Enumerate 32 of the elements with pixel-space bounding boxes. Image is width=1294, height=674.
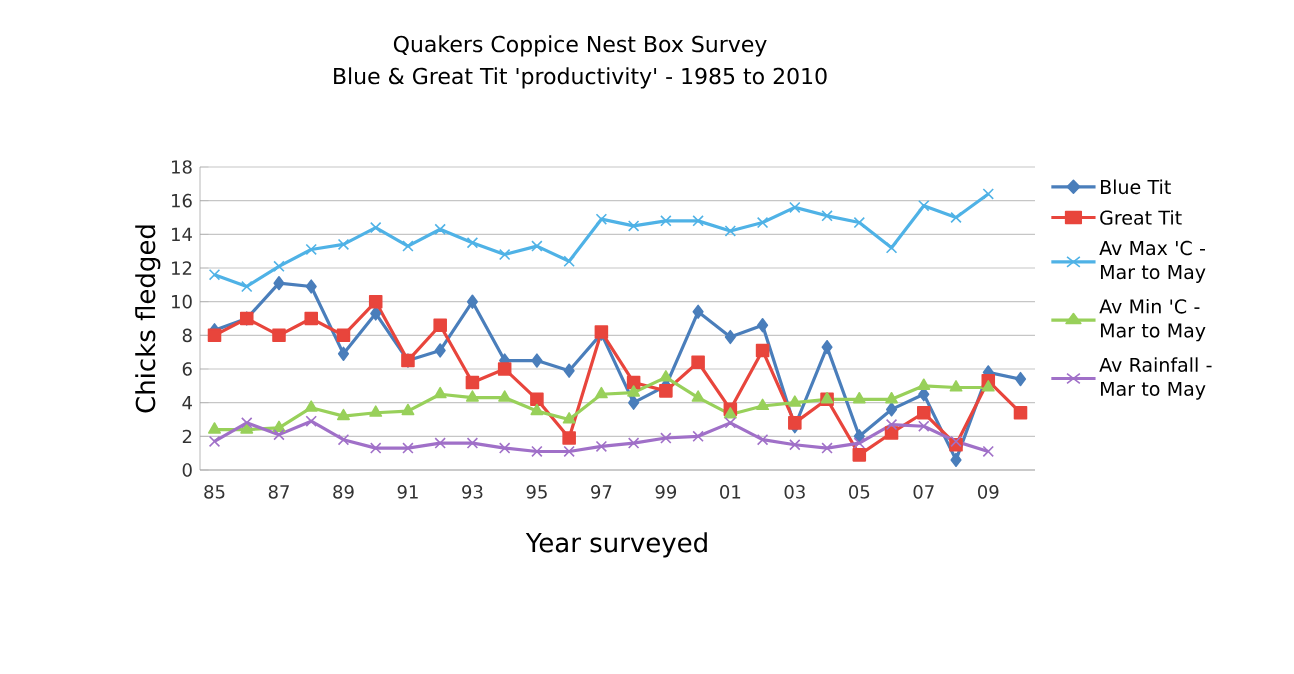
x-tick-label: 97 (591, 485, 612, 499)
x-tick-label: 91 (397, 485, 418, 499)
x-tick-label: 09 (978, 485, 999, 499)
chart-title: Quakers Coppice Nest Box Survey (393, 35, 767, 57)
y-tick-label: 12 (172, 261, 192, 275)
x-tick-label: 93 (462, 485, 483, 499)
x-tick-label: 87 (268, 485, 289, 499)
y-tick-label: 18 (172, 160, 192, 174)
x-tick-label: 05 (849, 485, 870, 499)
y-tick-label: 10 (172, 294, 192, 309)
legend-label: Av Rainfall - Mar to May (1099, 357, 1212, 400)
legend-label: Av Max 'C - Mar to May (1099, 240, 1206, 283)
x-tick-label: 95 (526, 485, 547, 499)
y-tick-label: 2 (182, 429, 192, 444)
x-tick-label: 03 (784, 485, 805, 499)
x-tick-label: 01 (720, 485, 741, 499)
x-tick-label: 99 (655, 485, 677, 499)
y-tick-label: 14 (172, 227, 192, 241)
y-tick-label: 8 (182, 328, 192, 343)
legend-label: Blue Tit (1101, 179, 1171, 195)
y-tick-label: 6 (182, 362, 192, 376)
chart-subtitle: Blue & Great Tit 'productivity' - 1985 to 2010 (334, 67, 827, 89)
x-tick-label: 89 (333, 485, 354, 499)
y-axis-title: Chicks fledged (135, 225, 161, 413)
x-axis-title: Year surveyed (525, 532, 707, 558)
legend-label: Av Min 'C - Mar to May (1099, 298, 1206, 342)
y-tick-label: 0 (182, 463, 192, 477)
y-tick-label: 4 (182, 396, 192, 410)
x-tick-label: 07 (913, 485, 934, 499)
legend-label: Great Tit (1100, 210, 1182, 225)
y-tick-label: 16 (172, 193, 192, 208)
x-tick-label: 85 (204, 485, 225, 499)
